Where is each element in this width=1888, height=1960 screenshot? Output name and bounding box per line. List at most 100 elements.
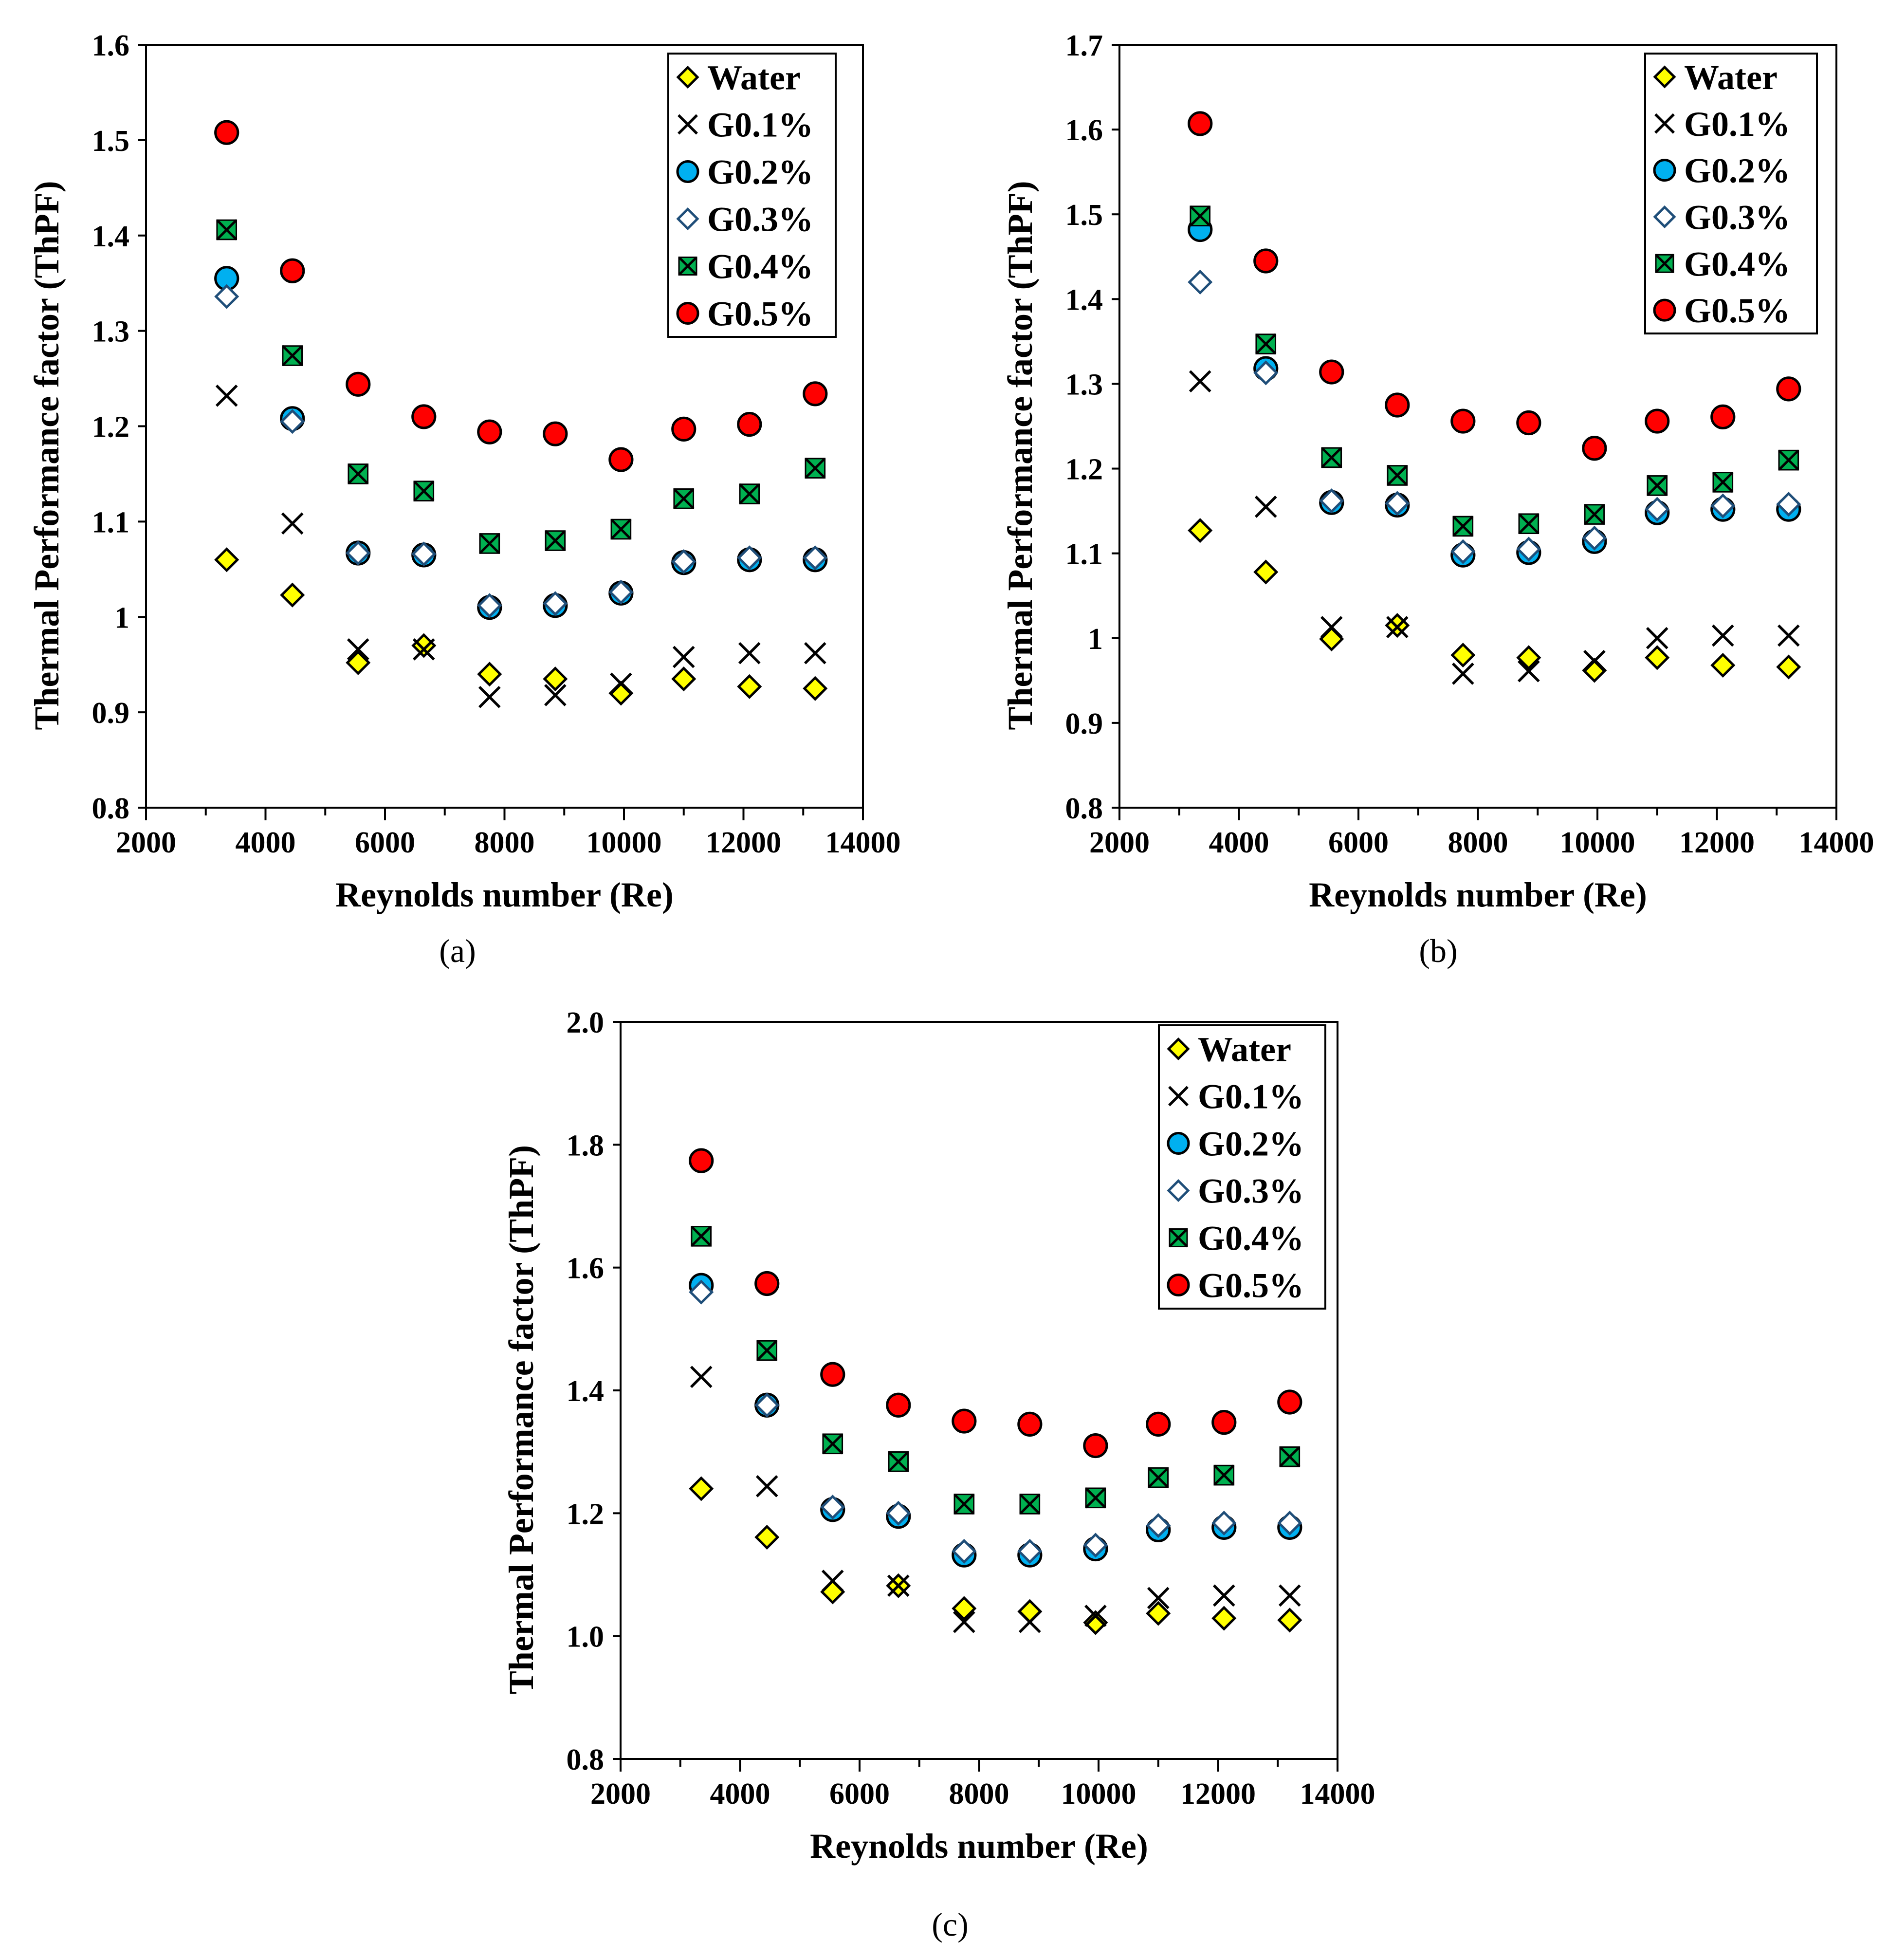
y-tick-label: 1.5 <box>1065 199 1103 232</box>
legend-marker-g04 <box>1169 1228 1188 1248</box>
point-g03-6 <box>1582 525 1607 551</box>
x-tick-label: 4000 <box>236 826 296 859</box>
point-g01-5 <box>1517 660 1540 683</box>
point-g03-0 <box>689 1279 714 1305</box>
point-g01-2 <box>347 638 369 661</box>
point-g03-4 <box>477 593 502 618</box>
point-g05-0 <box>1188 111 1213 136</box>
point-g01-2 <box>1320 616 1343 638</box>
y-tick-label: 1 <box>1088 623 1103 656</box>
point-g05-5 <box>1516 410 1541 436</box>
point-g04-8 <box>739 483 760 505</box>
legend: Water G0.1% G0.2% G0.3% G0.4% G0.5% <box>1158 1024 1326 1310</box>
point-g05-8 <box>1211 1410 1237 1435</box>
point-g05-3 <box>411 404 437 429</box>
point-g05-1 <box>754 1271 780 1296</box>
legend-entry-label: G0.3% <box>1684 198 1790 237</box>
point-g03-2 <box>1319 488 1344 514</box>
point-water-5 <box>543 666 568 692</box>
legend-box <box>1644 53 1818 334</box>
point-g05-0 <box>689 1148 714 1173</box>
panel-label: (b) <box>1419 932 1457 969</box>
point-g03-3 <box>411 541 437 567</box>
point-g04-9 <box>1279 1446 1301 1467</box>
point-g05-1 <box>1253 248 1279 274</box>
point-g05-6 <box>1582 436 1607 461</box>
legend-marker-g05 <box>676 302 699 325</box>
x-tick-label: 10000 <box>587 826 662 859</box>
point-g04-4 <box>953 1493 975 1515</box>
point-g01-6 <box>610 672 632 695</box>
legend-entry-label: G0.1% <box>1684 105 1790 144</box>
point-water-5 <box>1516 645 1541 670</box>
legend-entry-label: Water <box>1198 1030 1291 1069</box>
legend-marker-g02 <box>1167 1132 1190 1155</box>
x-tick-label: 2000 <box>116 826 176 859</box>
point-g04-5 <box>545 530 566 552</box>
point-water-6 <box>608 681 634 706</box>
y-tick-label: 1.3 <box>92 315 130 349</box>
legend-marker-g05 <box>1653 298 1676 322</box>
point-water-2 <box>346 650 371 675</box>
legend-marker-g02 <box>1653 159 1676 182</box>
legend-entry-label: Water <box>1684 58 1778 97</box>
legend-entry-label: G0.2% <box>707 153 813 192</box>
x-tick-label: 12000 <box>706 826 781 859</box>
point-g05-2 <box>346 371 371 397</box>
legend-entry-label: G0.4% <box>1198 1219 1304 1258</box>
point-g01-6 <box>1583 649 1606 672</box>
point-g03-0 <box>1188 269 1213 295</box>
point-g04-4 <box>479 533 500 554</box>
point-g01-1 <box>755 1475 778 1498</box>
y-tick-label: 1.4 <box>567 1375 605 1408</box>
y-tick-label: 1.8 <box>567 1129 605 1162</box>
point-g01-5 <box>544 684 567 706</box>
point-g03-9 <box>1277 1510 1302 1536</box>
x-tick-label: 8000 <box>475 826 535 859</box>
point-g04-0 <box>1190 205 1211 227</box>
legend-marker-water <box>1653 65 1676 89</box>
point-water-3 <box>411 633 437 658</box>
point-g03-7 <box>1645 497 1670 522</box>
point-g01-6 <box>1084 1605 1107 1627</box>
point-water-7 <box>1146 1601 1171 1626</box>
y-tick-label: 1.6 <box>1065 114 1103 147</box>
chart-panel-0: 2000 4000 6000 8000 10000 12000 14000 0.8 0.9 1 1.… <box>27 29 901 969</box>
legend-entry-label: G0.3% <box>707 200 813 239</box>
point-g05-9 <box>1776 376 1801 402</box>
point-g05-5 <box>543 421 568 446</box>
point-g01-4 <box>478 685 501 708</box>
point-g03-3 <box>1385 491 1410 516</box>
point-g05-1 <box>280 258 305 283</box>
legend-marker-g04 <box>1655 254 1674 274</box>
point-g03-8 <box>1710 493 1736 518</box>
x-tick-label: 2000 <box>590 1777 651 1811</box>
point-g04-2 <box>822 1433 843 1455</box>
legend-marker-g01 <box>1168 1086 1189 1107</box>
legend-entry-label: G0.5% <box>1684 291 1790 330</box>
point-water-1 <box>1253 559 1279 585</box>
point-g04-8 <box>1213 1464 1235 1486</box>
point-g03-9 <box>1776 492 1801 517</box>
point-g05-3 <box>886 1392 911 1418</box>
point-g04-3 <box>413 481 435 502</box>
point-g05-7 <box>1645 408 1670 434</box>
x-tick-label: 8000 <box>949 1777 1009 1811</box>
point-water-8 <box>1710 652 1736 678</box>
y-tick-label: 1.0 <box>567 1621 605 1654</box>
x-tick-label: 10000 <box>1061 1777 1136 1811</box>
legend-marker-water <box>676 65 699 89</box>
x-tick-label: 4000 <box>1209 826 1269 859</box>
legend-entry-label: G0.5% <box>707 295 813 333</box>
x-tick-label: 8000 <box>1448 826 1508 859</box>
y-tick-label: 1.1 <box>1065 538 1103 571</box>
point-water-9 <box>1277 1608 1302 1633</box>
point-g01-1 <box>281 512 304 535</box>
point-g01-2 <box>821 1570 844 1592</box>
point-g04-3 <box>888 1451 909 1472</box>
point-g01-0 <box>690 1366 713 1388</box>
x-axis-title: Reynolds number (Re) <box>810 1827 1148 1866</box>
point-g05-4 <box>477 419 502 444</box>
x-tick-label: 12000 <box>1180 1777 1256 1811</box>
